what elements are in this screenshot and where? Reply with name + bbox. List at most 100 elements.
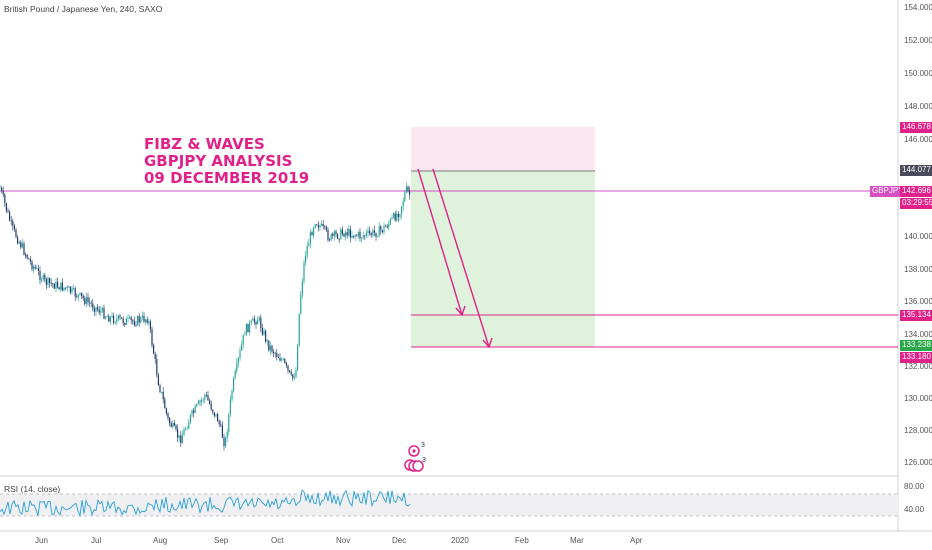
candle-body — [281, 359, 283, 361]
projection-arrow-1[interactable] — [417, 168, 466, 317]
candle-body — [377, 236, 379, 238]
time-label: Oct — [271, 536, 284, 545]
candle-body — [169, 418, 171, 424]
candle-body — [17, 237, 19, 244]
candle-body — [183, 429, 185, 436]
candle-body — [393, 213, 395, 218]
candle-body — [297, 346, 299, 371]
candle-body — [394, 213, 396, 221]
candle-body — [55, 281, 57, 289]
loss-zone[interactable] — [411, 127, 595, 171]
candle-body — [129, 317, 131, 319]
candle-body — [105, 316, 107, 319]
candle-body — [292, 374, 294, 379]
candle-body — [87, 297, 89, 303]
candle-body — [74, 288, 76, 297]
candle-body — [45, 278, 47, 285]
candle-body — [290, 371, 292, 375]
candle-body — [82, 296, 84, 299]
candle-body — [124, 323, 126, 325]
candle-body — [13, 225, 15, 230]
target1-price-tag: 135.134 — [900, 310, 932, 321]
candle-body — [89, 302, 91, 303]
candle-body — [317, 225, 319, 228]
candle-body — [261, 328, 263, 335]
candle-body — [2, 190, 4, 195]
candle-body — [225, 437, 227, 447]
candle-body — [18, 242, 20, 244]
candle-body — [28, 258, 30, 260]
candle-body — [111, 315, 113, 317]
candle-body — [197, 401, 199, 405]
candle-body — [7, 210, 9, 213]
candle-body — [268, 340, 270, 351]
candle-body — [241, 344, 243, 351]
candle-body — [409, 191, 411, 195]
candle-body — [255, 321, 257, 325]
candle-body — [258, 317, 260, 321]
candle-body — [84, 298, 86, 304]
candle-body — [346, 232, 348, 236]
candle-body — [252, 318, 254, 321]
time-label: Nov — [336, 536, 351, 545]
candle-body — [399, 214, 401, 217]
candle-body — [58, 287, 60, 290]
candle-body — [65, 287, 67, 289]
candle-body — [405, 186, 407, 193]
candle-body — [239, 350, 241, 358]
rsi-title[interactable]: RSI (14, close) — [4, 484, 61, 494]
candle-body — [367, 230, 369, 233]
candle-body — [156, 359, 158, 376]
candle-body — [345, 232, 347, 237]
candle-body — [9, 212, 11, 221]
candle-body — [26, 254, 28, 259]
candle-body — [263, 330, 265, 335]
candle-body — [209, 400, 211, 404]
dividend-marker-icon[interactable]: 3 3 — [404, 442, 426, 472]
candle-body — [122, 318, 124, 324]
candle-body — [266, 340, 268, 342]
candle-body — [71, 288, 73, 293]
candle-body — [145, 319, 147, 322]
price-tick: 128.000 — [904, 426, 932, 435]
candle-body — [121, 317, 123, 319]
candle-body — [23, 243, 25, 255]
annotation-line-1: FIBZ & WAVES — [144, 135, 265, 153]
candle-body — [349, 228, 351, 238]
candle-body — [93, 308, 95, 312]
candle-body — [271, 345, 273, 352]
candle-body — [193, 410, 195, 413]
candle-body — [148, 321, 150, 323]
price-tick: 126.000 — [904, 458, 932, 467]
candle-body — [308, 243, 310, 247]
profit-zone[interactable] — [411, 171, 595, 347]
candle-body — [277, 356, 279, 359]
candle-body — [257, 320, 259, 325]
candle-body — [101, 308, 103, 311]
candle-body — [285, 363, 287, 366]
candle-body — [63, 287, 65, 291]
candle-body — [383, 225, 385, 233]
candle-body — [167, 413, 169, 419]
candle-body — [201, 399, 203, 402]
candle-body — [357, 231, 359, 236]
candle-body — [306, 246, 308, 256]
entry-price-tag: 144.077 — [900, 165, 932, 176]
candle-body — [330, 233, 332, 241]
candle-body — [153, 345, 155, 354]
price-tick: 148.000 — [904, 102, 932, 111]
candle-body — [322, 223, 324, 227]
candle-body — [217, 413, 219, 422]
candle-body — [109, 316, 111, 322]
candle-body — [341, 229, 343, 234]
candle-body — [188, 422, 190, 429]
candle-body — [354, 235, 356, 237]
analysis-annotation[interactable]: FIBZ & WAVES GBPJPY ANALYSIS 09 DECEMBER… — [144, 136, 309, 187]
projection-arrow-2[interactable] — [432, 168, 493, 349]
time-label: Aug — [153, 536, 168, 545]
candle-body — [321, 223, 323, 226]
symbol-title[interactable]: British Pound / Japanese Yen, 240, SAXO — [4, 4, 163, 14]
candle-body — [396, 213, 398, 221]
